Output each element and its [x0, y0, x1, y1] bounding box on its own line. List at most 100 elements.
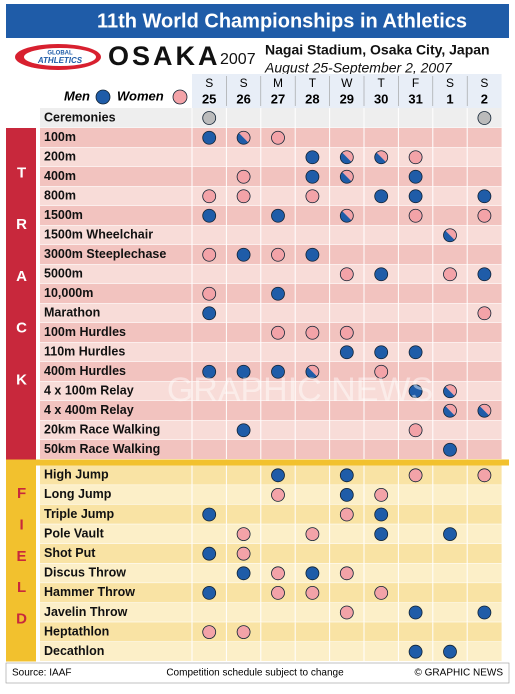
dot-women — [305, 527, 320, 541]
legend-women: Women — [117, 88, 164, 103]
dot-women — [477, 306, 492, 321]
dot-women-half — [239, 131, 251, 143]
event-name: 100m Hurdles — [44, 325, 126, 339]
row-bg — [40, 583, 502, 603]
weekday: S — [446, 76, 454, 90]
weekday: T — [309, 76, 317, 90]
dot-men-half — [340, 211, 352, 223]
dot-women — [477, 208, 492, 223]
dot-outline — [443, 403, 457, 418]
dot-men — [374, 507, 389, 522]
footer-bar — [5, 662, 510, 684]
watermark: GRAPHIC NEWS — [167, 371, 433, 409]
dot-men — [305, 247, 320, 262]
row-bg — [40, 225, 502, 245]
dot-women — [202, 189, 217, 204]
event-name: Shot Put — [44, 546, 96, 560]
dot-outline — [339, 169, 354, 184]
logo-bottom: ATHLETICS — [37, 56, 83, 65]
dot-women — [305, 325, 320, 340]
dot-men — [271, 286, 285, 301]
event-name: 4 x 400m Relay — [44, 403, 134, 417]
event-name: High Jump — [44, 468, 109, 482]
weekday: S — [240, 76, 248, 90]
row-bg — [40, 381, 502, 401]
row-bg — [40, 303, 502, 323]
dot-men — [408, 189, 423, 204]
dot-men — [374, 267, 389, 282]
day-date: 28 — [305, 91, 319, 106]
dot-women — [271, 487, 285, 502]
section-label: FIELD — [13, 485, 30, 642]
dot-women — [271, 586, 285, 600]
dot-men — [202, 364, 217, 379]
row-bg — [40, 147, 502, 167]
event-name: Hammer Throw — [44, 585, 135, 599]
dot-outline — [339, 150, 354, 165]
dot-men — [236, 566, 251, 581]
legend-women-dot — [172, 89, 188, 105]
dot-men-half — [340, 172, 352, 184]
row-bg — [40, 284, 502, 304]
dot-men — [374, 527, 389, 541]
event-name: Javelin Throw — [44, 605, 128, 619]
legend-men-dot — [95, 89, 111, 105]
day-date: 27 — [271, 91, 285, 106]
dot-women-half — [445, 384, 457, 396]
dot-men — [477, 605, 492, 620]
dot-women — [236, 527, 251, 541]
dot-women — [236, 169, 251, 184]
dot-men-half — [477, 406, 489, 418]
row-bg — [40, 128, 502, 148]
dot-women-half — [342, 150, 354, 162]
dot-men — [374, 189, 389, 204]
dot-ceremony — [477, 111, 492, 125]
dot-men — [443, 527, 457, 541]
dot-men — [408, 169, 423, 184]
dot-men-half — [443, 406, 455, 418]
row-bg — [40, 206, 502, 226]
dot-outline — [374, 150, 389, 165]
dot-women-half — [479, 404, 491, 416]
dot-men — [202, 306, 217, 321]
dot-men-half — [443, 386, 455, 398]
dot-outline — [443, 384, 457, 399]
row-bg — [40, 362, 502, 382]
dot-outline — [305, 364, 320, 379]
footer-note: Competition schedule subject to change — [166, 668, 344, 679]
dot-women — [339, 507, 354, 522]
dot-men — [374, 345, 389, 360]
event-dates: August 25-September 2, 2007 — [264, 60, 453, 76]
dot-men — [443, 644, 457, 659]
row-bg — [40, 342, 502, 362]
row-bg — [40, 401, 502, 421]
row-bg — [40, 485, 502, 505]
dot-ceremony — [202, 111, 217, 125]
dot-women-half — [376, 150, 388, 162]
section-band — [6, 465, 36, 662]
row-bg — [40, 264, 502, 284]
row-bg — [40, 108, 502, 128]
dot-men — [408, 644, 423, 659]
event-name: Heptathlon — [44, 624, 109, 638]
dot-women — [271, 566, 285, 581]
row-bg — [40, 622, 502, 642]
event-name: 100m — [44, 130, 76, 144]
event-name: 200m — [44, 150, 76, 164]
dot-men — [408, 345, 423, 360]
dot-men — [271, 208, 285, 223]
dot-women — [271, 130, 285, 145]
dot-women — [236, 189, 251, 204]
dot-women-half — [342, 170, 354, 182]
day-date: 1 — [446, 91, 453, 106]
dot-women — [339, 566, 354, 581]
dot-women — [271, 247, 285, 262]
logo-inner — [24, 48, 96, 66]
dot-men-half — [237, 133, 249, 145]
dot-men — [236, 423, 251, 438]
dot-women — [443, 267, 457, 282]
weekday: T — [378, 76, 386, 90]
event-name: 110m Hurdles — [44, 345, 125, 359]
row-bg — [40, 524, 502, 544]
